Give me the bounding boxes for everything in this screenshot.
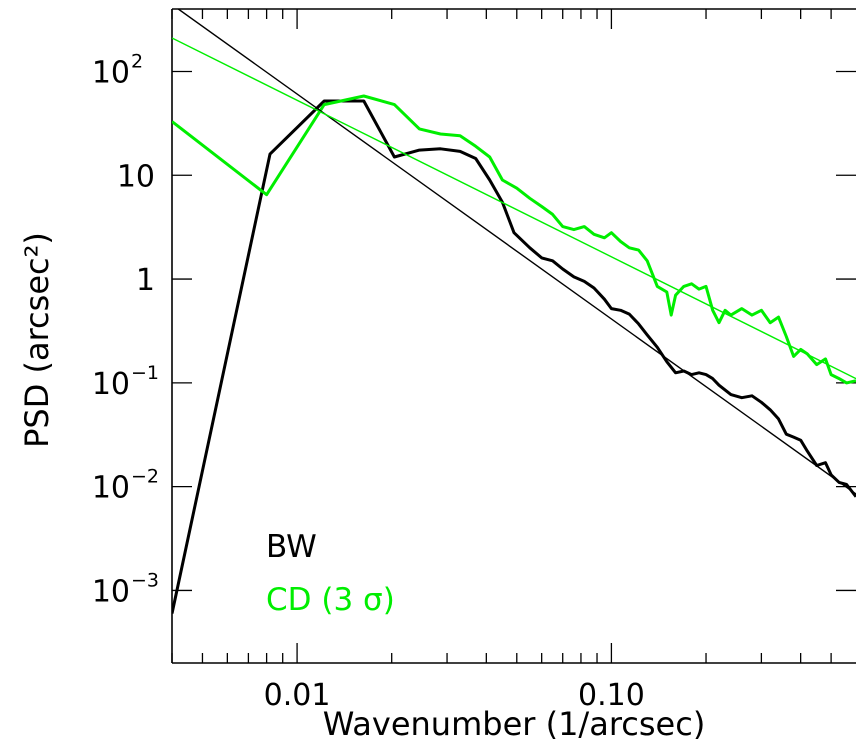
y-tick-exponent: −1 [131,362,159,384]
y-tick-exponent: 2 [131,50,143,72]
y-tick-exponent: −3 [131,569,159,591]
y-tick-label: 10 [92,55,130,90]
series-line-bw [172,99,856,614]
x-tick-label: 0.10 [578,678,645,713]
y-tick-exponent: −2 [131,466,159,488]
y-tick-label: 1 [136,263,155,298]
series-layer [172,9,856,614]
legend-label-bw: BW [266,529,317,565]
y-tick-label: 10 [117,159,155,194]
x-axis-title: Wavenumber (1/arcsec) [323,705,706,743]
y-axis-title: PSD (arcsec²) [18,232,56,448]
y-tick-label: 10 [92,367,130,402]
y-tick-label: 10 [92,574,130,609]
series-line-cd [172,94,856,385]
y-tick-label: 10 [92,471,130,506]
x-tick-label: 0.01 [264,678,331,713]
series-fit-line-3 [172,37,856,380]
legend-label-cd: CD (3 σ) [266,582,395,618]
series-fit-line-2 [177,9,856,495]
